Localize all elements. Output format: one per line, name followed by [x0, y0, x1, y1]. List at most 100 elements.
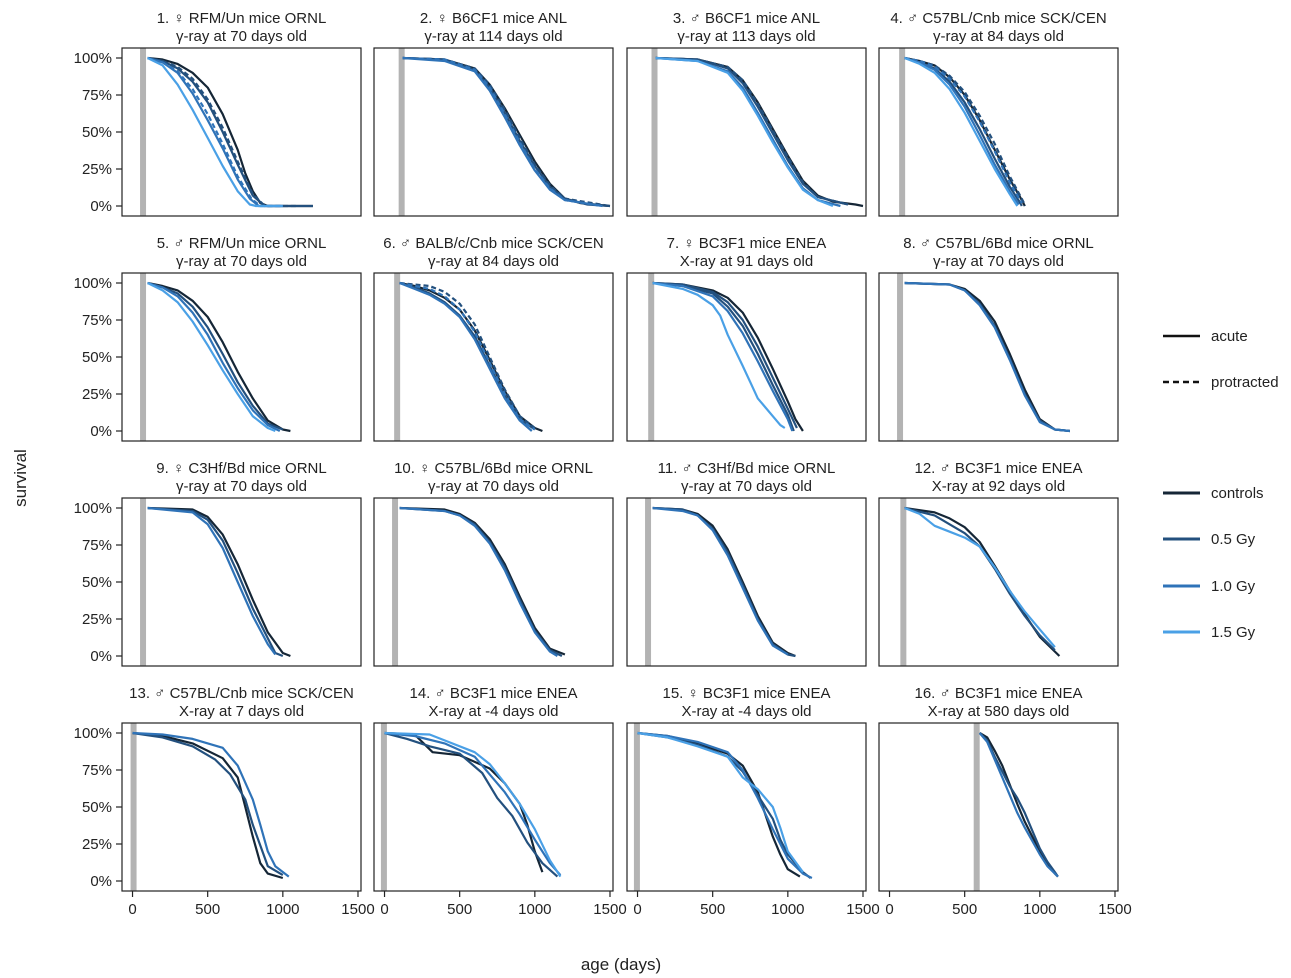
series-line — [147, 506, 291, 658]
panel-title: 6. ♂ BALB/c/Cnb mice SCK/CEN — [383, 235, 604, 252]
panel-title: 9. ♀ C3Hf/Bd mice ORNL — [156, 460, 326, 477]
series-line — [655, 56, 849, 206]
y-tick-label: 0% — [90, 648, 112, 665]
panel-title: 11. ♂ C3Hf/Bd mice ORNL — [658, 460, 836, 477]
x-tick-label: 1500 — [341, 901, 374, 918]
panel-title: 14. ♂ BC3F1 mice ENEA — [410, 685, 578, 702]
series-line — [399, 506, 558, 657]
series-line — [652, 281, 798, 429]
panel-title: 3. ♂ B6CF1 mice ANL — [673, 10, 820, 27]
panel-title: 1. ♀ RFM/Un mice ORNL — [157, 10, 327, 27]
x-tick-label: 0 — [128, 901, 136, 918]
y-tick-label: 0% — [90, 423, 112, 440]
panel-subtitle: X-ray at 580 days old — [928, 703, 1070, 720]
y-tick-label: 50% — [82, 574, 112, 591]
series-line — [147, 57, 283, 208]
y-tick-label: 75% — [82, 762, 112, 779]
series-line — [384, 731, 559, 878]
series-line — [147, 56, 313, 208]
panel-subtitle: γ-ray at 84 days old — [428, 253, 559, 270]
series-line — [652, 506, 796, 658]
panel-frame — [626, 722, 867, 892]
legend-controls-label: controls — [1211, 485, 1264, 502]
panel-frame — [878, 272, 1119, 442]
panel-frame — [373, 272, 614, 442]
x-tick-label: 1500 — [593, 901, 626, 918]
series-line — [147, 506, 284, 658]
panel-subtitle: γ-ray at 70 days old — [176, 28, 307, 45]
panel-frame — [121, 722, 362, 892]
series-line — [904, 281, 1071, 433]
series-line — [904, 56, 1023, 204]
y-tick-label: 0% — [90, 198, 112, 215]
legend-1.5gy-label: 1.5 Gy — [1211, 624, 1256, 641]
y-tick-label: 75% — [82, 87, 112, 104]
series-line — [904, 281, 1071, 433]
series-line — [399, 506, 566, 656]
series-line — [132, 731, 290, 878]
panel-frame — [373, 497, 614, 667]
x-tick-label: 500 — [700, 901, 725, 918]
series-line — [655, 56, 841, 208]
series-line — [147, 281, 291, 433]
series-line — [652, 506, 789, 656]
panel-subtitle: γ-ray at 114 days old — [424, 28, 562, 45]
series-line — [904, 56, 1026, 207]
series-line — [402, 56, 611, 208]
panel-frame — [626, 497, 867, 667]
panel-frame — [121, 47, 362, 217]
panel-frame — [121, 272, 362, 442]
panel-frame — [373, 722, 614, 892]
panel-title: 7. ♀ BC3F1 mice ENEA — [667, 235, 827, 252]
y-tick-label: 25% — [82, 386, 112, 403]
panel-subtitle: γ-ray at 113 days old — [677, 28, 815, 45]
series-line — [147, 56, 298, 208]
y-tick-label: 50% — [82, 799, 112, 816]
series-line — [655, 56, 834, 208]
panel-frame — [626, 272, 867, 442]
x-tick-label: 1500 — [846, 901, 879, 918]
series-line — [147, 281, 281, 432]
series-line — [399, 281, 536, 431]
y-tick-label: 25% — [82, 161, 112, 178]
series-line — [904, 506, 1056, 648]
panel-subtitle: X-ray at -4 days old — [681, 703, 811, 720]
x-axis-label: age (days) — [581, 955, 661, 974]
panel-subtitle: γ-ray at 70 days old — [176, 253, 307, 270]
series-line — [904, 56, 1019, 207]
x-tick-label: 1000 — [1023, 901, 1056, 918]
panel-subtitle: γ-ray at 70 days old — [176, 478, 307, 495]
panel-subtitle: γ-ray at 84 days old — [933, 28, 1064, 45]
panel-frame — [878, 47, 1119, 217]
series-line — [904, 506, 1056, 651]
series-line — [399, 506, 563, 657]
legend-1.0gy-label: 1.0 Gy — [1211, 578, 1256, 595]
legend-acute-label: acute — [1211, 328, 1248, 345]
series-line — [147, 506, 277, 656]
series-line — [132, 731, 284, 877]
y-tick-label: 0% — [90, 873, 112, 890]
x-tick-label: 500 — [195, 901, 220, 918]
y-tick-label: 100% — [74, 725, 112, 742]
series-line — [147, 56, 283, 208]
panel-subtitle: X-ray at 92 days old — [932, 478, 1065, 495]
x-tick-label: 1000 — [518, 901, 551, 918]
series-line — [399, 281, 543, 433]
series-line — [655, 56, 864, 208]
panel-title: 8. ♂ C57BL/6Bd mice ORNL — [903, 235, 1094, 252]
panel-title: 10. ♀ C57BL/6Bd mice ORNL — [394, 460, 593, 477]
series-line — [652, 281, 786, 429]
y-tick-label: 50% — [82, 124, 112, 141]
y-tick-label: 25% — [82, 836, 112, 853]
series-line — [147, 56, 313, 208]
y-tick-label: 75% — [82, 312, 112, 329]
